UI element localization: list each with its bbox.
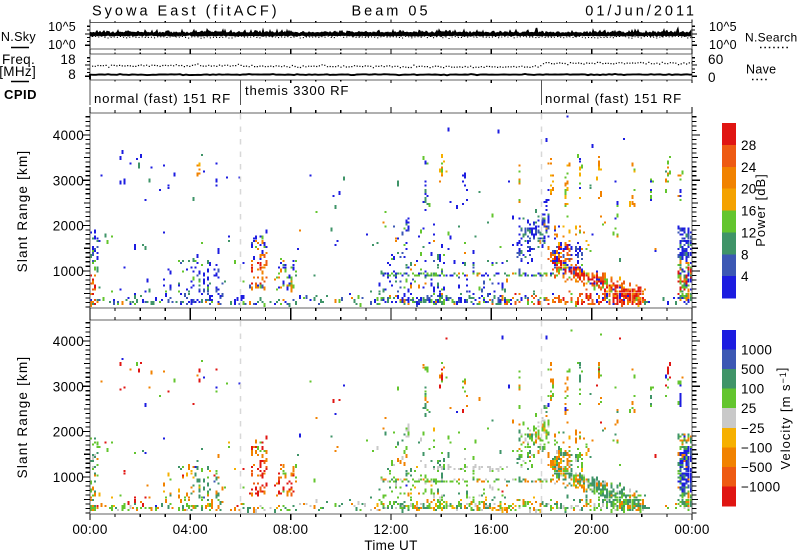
svg-text:0: 0 xyxy=(708,70,716,85)
svg-text:3000: 3000 xyxy=(53,379,84,394)
svg-text:00:00: 00:00 xyxy=(72,522,107,537)
svg-text:normal (fast) 151 RF: normal (fast) 151 RF xyxy=(94,91,231,106)
svg-text:8: 8 xyxy=(68,67,76,82)
svg-text:12:00: 12:00 xyxy=(373,522,408,537)
svg-text:Nave: Nave xyxy=(746,63,776,77)
svg-text:−100: −100 xyxy=(741,440,773,455)
svg-text:500: 500 xyxy=(741,362,764,377)
svg-text:10^0: 10^0 xyxy=(48,38,76,52)
svg-text:04:00: 04:00 xyxy=(173,522,208,537)
svg-text:Power [dB]: Power [dB] xyxy=(753,173,768,247)
svg-text:20:00: 20:00 xyxy=(574,522,609,537)
svg-text:−25: −25 xyxy=(741,421,765,436)
svg-text:08:00: 08:00 xyxy=(273,522,308,537)
svg-text:CPID: CPID xyxy=(4,87,37,102)
svg-text:1000: 1000 xyxy=(53,264,84,279)
svg-text:Velocity [m s−1]: Velocity [m s−1] xyxy=(774,367,793,470)
svg-text:3000: 3000 xyxy=(53,173,84,188)
svg-text:01/Jun/2011: 01/Jun/2011 xyxy=(585,3,697,19)
svg-text:00:00: 00:00 xyxy=(674,522,709,537)
svg-text:2000: 2000 xyxy=(53,425,84,440)
svg-text:2000: 2000 xyxy=(53,219,84,234)
svg-text:10^5: 10^5 xyxy=(48,20,76,34)
svg-text:Beam 05: Beam 05 xyxy=(351,3,430,19)
svg-text:−1000: −1000 xyxy=(741,479,780,494)
svg-text:100: 100 xyxy=(741,382,764,397)
svg-text:normal (fast) 151 RF: normal (fast) 151 RF xyxy=(545,91,682,106)
svg-text:Slant Range [km]: Slant Range [km] xyxy=(15,150,30,273)
svg-text:18: 18 xyxy=(60,52,76,67)
svg-text:−500: −500 xyxy=(741,460,773,475)
svg-text:N.Sky: N.Sky xyxy=(1,30,36,44)
svg-text:24: 24 xyxy=(741,160,757,175)
svg-text:16:00: 16:00 xyxy=(474,522,509,537)
svg-text:1000: 1000 xyxy=(53,470,84,485)
svg-text:20: 20 xyxy=(741,182,757,197)
svg-text:[MHz]: [MHz] xyxy=(0,64,36,79)
svg-text:1000: 1000 xyxy=(741,343,772,358)
svg-text:4000: 4000 xyxy=(53,128,84,143)
svg-text:Freq.: Freq. xyxy=(2,52,35,67)
svg-text:Slant Range [km]: Slant Range [km] xyxy=(15,356,30,479)
svg-text:N.Search: N.Search xyxy=(745,31,797,45)
svg-text:16: 16 xyxy=(741,204,757,219)
svg-text:4: 4 xyxy=(741,269,749,284)
svg-text:Time UT: Time UT xyxy=(364,538,417,553)
svg-text:12: 12 xyxy=(741,225,757,240)
svg-text:10^5: 10^5 xyxy=(709,20,737,34)
svg-text:28: 28 xyxy=(741,138,757,153)
svg-text:4000: 4000 xyxy=(53,334,84,349)
svg-text:60: 60 xyxy=(708,52,724,67)
svg-text:themis 3300 RF: themis 3300 RF xyxy=(245,83,349,98)
svg-text:10^0: 10^0 xyxy=(709,38,737,52)
svg-text:8: 8 xyxy=(741,247,749,262)
svg-text:25: 25 xyxy=(741,401,757,416)
svg-text:Syowa East (fitACF): Syowa East (fitACF) xyxy=(92,3,280,19)
